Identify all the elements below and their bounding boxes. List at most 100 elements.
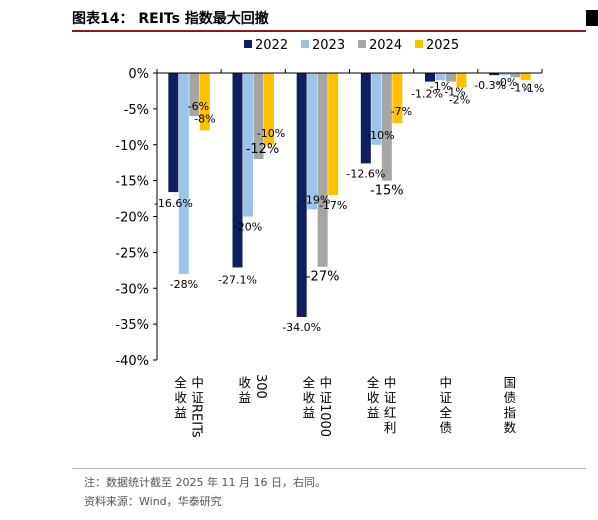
data-label-2023-1: -20% — [234, 221, 262, 234]
category-label-text: 证 — [384, 390, 397, 405]
data-label-2025-5: -1% — [523, 82, 544, 95]
bar-2023-2 — [307, 73, 318, 210]
footer-rule — [72, 468, 586, 469]
data-label-2024-0: -6% — [188, 100, 209, 113]
source-note: 资料来源：Wind，华泰研究 — [84, 495, 222, 508]
data-label-2022-2: -34.0% — [282, 321, 321, 334]
category-label-text: 全 — [303, 375, 316, 390]
category-label-text: 收 — [367, 390, 380, 405]
category-label-text: 全 — [174, 375, 187, 390]
category-label-text: 利 — [384, 420, 397, 435]
category-label-text: 益 — [367, 405, 380, 420]
data-label-2025-0: -8% — [194, 112, 215, 125]
y-axis: 0% -5% -10% -15% -20% -25% -30% -35% -40% — [115, 67, 158, 369]
category-label-text: 证 — [320, 390, 333, 405]
figure-title: 图表14： REITs 指数最大回撤 — [72, 11, 269, 27]
legend-label-2024: 2024 — [369, 38, 402, 53]
bar-2022-3 — [360, 73, 371, 164]
legend-swatch-2023 — [301, 40, 309, 48]
y-tick-label: -15% — [115, 175, 149, 190]
data-labels: -16.6% -28% -6%-8% -27.1% -20% -12% -10% -34.0%… — [154, 76, 545, 334]
data-label-2022-0: -16.6% — [154, 197, 193, 210]
data-label-2024-1: -12% — [246, 142, 280, 157]
data-label-2025-2: -17% — [319, 199, 347, 212]
legend-label-2023: 2023 — [312, 38, 345, 53]
data-label-2024-3: -15% — [370, 184, 404, 199]
bar-2023-4 — [435, 73, 446, 81]
legend-label-2025: 2025 — [426, 38, 459, 53]
category-label-text: 债 — [504, 390, 517, 405]
data-label-2024-2: -27% — [306, 270, 340, 285]
category-label-text: 全 — [439, 405, 452, 420]
bar-2023-0 — [178, 73, 189, 274]
bar-2024-3 — [381, 73, 392, 181]
title-rule — [72, 30, 586, 32]
data-label-2025-4: -2% — [449, 93, 470, 106]
category-label-text: 中 — [320, 375, 333, 390]
category-label-text: 指 — [504, 405, 517, 420]
bar-2022-1 — [232, 73, 243, 268]
category-label-text: 收 — [303, 390, 316, 405]
data-label-2022-3: -12.6% — [346, 167, 385, 180]
category-label-text: 证 — [191, 390, 204, 405]
category-label-text: 中 — [439, 375, 452, 390]
bar-2025-5 — [520, 73, 531, 81]
data-label-2025-3: -7% — [391, 105, 412, 118]
bar-2025-3 — [392, 73, 403, 124]
data-label-2022-1: -27.1% — [218, 273, 257, 286]
category-label-text: 益 — [174, 405, 187, 420]
category-label-text: 债 — [439, 420, 452, 435]
bar-2022-4 — [425, 73, 435, 82]
y-tick-label: -25% — [115, 246, 149, 261]
data-label-2024-4: -1% — [444, 86, 465, 99]
category-label-text: 全 — [367, 375, 380, 390]
data-label-2023-3: -10% — [366, 129, 394, 142]
bar-2024-5 — [510, 73, 521, 78]
legend-swatch-2025 — [415, 40, 423, 48]
bar-2025-0 — [199, 73, 210, 131]
y-tick-label: -30% — [115, 282, 149, 297]
category-label-text: REITs — [189, 404, 204, 438]
y-tick-label: -10% — [115, 139, 149, 154]
chart-legend: 2022 2023 2024 2025 — [244, 38, 459, 53]
bar-2024-2 — [317, 73, 328, 267]
data-label-2024-5: -1% — [510, 81, 531, 94]
bar-2022-5 — [489, 73, 500, 76]
bar-2024-1 — [253, 73, 264, 160]
category-label-text: 红 — [384, 405, 397, 420]
bar-2024-4 — [446, 73, 456, 82]
data-label-2023-4: -1% — [430, 80, 451, 93]
data-label-2023-2: -19% — [302, 193, 330, 206]
bar-2025-2 — [328, 73, 339, 195]
data-label-2025-1: -10% — [257, 127, 285, 140]
category-label-text: 数 — [504, 420, 517, 435]
y-tick-label: -20% — [115, 211, 149, 226]
y-tick-label: -40% — [115, 354, 149, 369]
data-label-2023-5: -0% — [496, 76, 517, 89]
bar-2023-3 — [371, 73, 382, 145]
category-label-text: 国 — [504, 375, 517, 390]
data-label-2022-4: -1.2% — [411, 88, 443, 101]
bar-2024-0 — [189, 73, 200, 117]
bar-2023-5 — [499, 73, 510, 76]
y-tick-label: -5% — [124, 103, 149, 118]
data-label-2022-5: -0.3% — [474, 79, 506, 92]
y-tick-label: -35% — [115, 318, 149, 333]
legend-swatch-2024 — [358, 40, 366, 48]
legend-label-2022: 2022 — [255, 38, 288, 53]
category-label-text: 中 — [384, 375, 397, 390]
category-label-text: 中 — [191, 375, 204, 390]
y-tick-label: 0% — [128, 67, 149, 82]
footnote: 注：数据统计截至 2025 年 11 月 16 日，右同。 — [84, 476, 326, 489]
category-label-text: 收 — [238, 375, 251, 390]
legend-swatch-2022 — [244, 40, 252, 48]
category-label-text: 益 — [303, 405, 316, 420]
bar-2022-2 — [296, 73, 307, 317]
